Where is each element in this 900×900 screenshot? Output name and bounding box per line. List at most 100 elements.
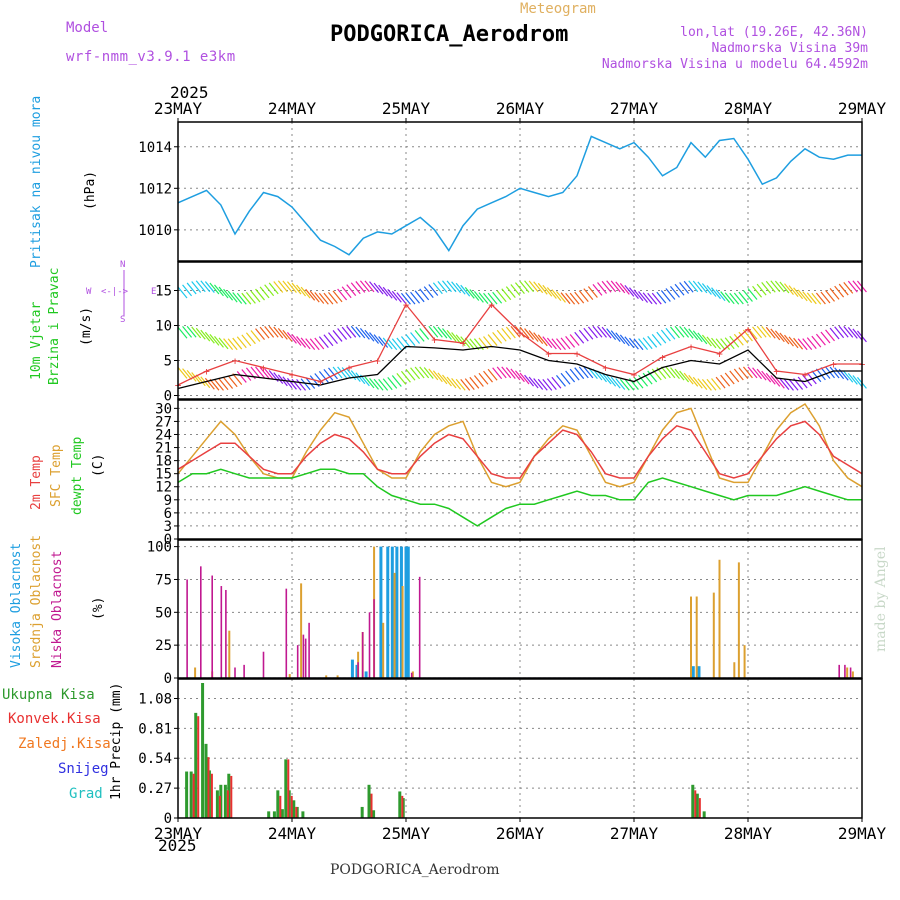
- wind-barb: [195, 374, 206, 387]
- wind-barb: [619, 378, 630, 391]
- elevation-model-label: Nadmorska Visina u modelu 64.4592m: [601, 57, 868, 72]
- precipitation-ytick-label: 0.81: [138, 721, 172, 737]
- wind-barb: [610, 280, 621, 293]
- wind-gust-marker: +: [574, 348, 581, 361]
- wind-barb: [546, 337, 557, 350]
- wind-barb: [236, 371, 247, 383]
- wind-barb: [601, 280, 612, 293]
- wind-barb: [706, 378, 717, 391]
- wind-barb: [364, 280, 375, 293]
- wind-barb: [318, 292, 329, 305]
- wind-barb: [328, 332, 338, 344]
- wind-barb: [473, 375, 484, 387]
- wind-barb: [309, 338, 320, 351]
- precip-total-bar: [691, 784, 695, 818]
- wind-barb: [437, 372, 448, 385]
- wind-barb: [227, 338, 238, 351]
- wind-gust-marker: +: [602, 362, 609, 375]
- wind-barb: [232, 373, 243, 386]
- wind-barb: [720, 374, 731, 387]
- wind-barb: [328, 291, 338, 304]
- wind-barb: [770, 280, 781, 293]
- wind-barb: [715, 289, 726, 302]
- wind-barb: [610, 376, 621, 389]
- temperature-ytick-label: 6: [164, 506, 172, 522]
- precip-total-bar: [223, 784, 227, 818]
- wind-barb: [615, 332, 626, 345]
- wind-gust-marker: +: [659, 351, 666, 364]
- wind-barb: [674, 283, 685, 296]
- wind-barb: [701, 378, 712, 391]
- wind-barb: [847, 280, 858, 293]
- wind-barb: [478, 372, 489, 385]
- wind-barb: [765, 280, 776, 293]
- wind-barb: [742, 290, 753, 302]
- wind-barb: [473, 290, 484, 303]
- precip-total-bar: [301, 811, 305, 818]
- wind-barb: [647, 335, 658, 348]
- wind-barb: [615, 378, 626, 390]
- wind-barb: [642, 372, 653, 385]
- wind-barb: [296, 378, 307, 391]
- wind-barb: [537, 282, 548, 295]
- precip-convective-bar: [290, 795, 293, 818]
- precip-convective-bar: [226, 790, 229, 818]
- wind-barb: [423, 286, 434, 299]
- wind-barb: [414, 290, 425, 303]
- wind-gust-marker: +: [374, 355, 381, 368]
- wind-ytick-label: 10: [155, 319, 172, 335]
- wind-barb: [373, 282, 384, 295]
- precip-convective-bar: [218, 795, 221, 818]
- wind-barb: [191, 326, 202, 339]
- wind-barb: [382, 378, 393, 391]
- wind-barb: [255, 328, 265, 340]
- wind-barb: [291, 334, 302, 346]
- wind-barb: [432, 370, 443, 383]
- clouds-ytick-label: 25: [155, 638, 172, 654]
- wind-barb: [779, 332, 790, 345]
- wind-frame: [177, 261, 863, 400]
- wind-barb: [583, 327, 594, 340]
- wind-barb: [834, 367, 845, 380]
- wind-barb: [264, 284, 275, 297]
- wind-barb: [414, 366, 425, 379]
- wind-barb: [556, 338, 566, 351]
- wind-barb: [245, 292, 256, 304]
- wind-barb: [733, 333, 744, 346]
- wind-barb: [820, 291, 831, 304]
- wind-barb: [186, 282, 197, 295]
- wind-barb: [487, 368, 498, 381]
- wind-barb: [692, 376, 703, 389]
- wind-barb: [250, 330, 261, 342]
- wind-barb: [829, 287, 840, 300]
- wind-barb: [323, 368, 334, 381]
- wind-barb: [852, 328, 863, 341]
- wind-barb: [483, 292, 493, 305]
- wind-barb: [715, 376, 726, 389]
- wind-barb: [724, 372, 735, 385]
- wind-barb: [286, 331, 297, 344]
- xlabel-bottom: 28MAY: [724, 824, 773, 843]
- wind-barb: [446, 376, 457, 389]
- wind-barb: [701, 283, 712, 295]
- wind-barb: [337, 328, 348, 340]
- wind-barb: [328, 367, 338, 380]
- pressure-frame: [177, 121, 863, 262]
- wind-barb: [811, 335, 822, 348]
- wind-barb: [779, 281, 790, 294]
- year-top: 2025: [170, 83, 209, 102]
- wind-barb: [597, 325, 607, 338]
- wind-barb: [638, 338, 649, 351]
- wind-barb: [765, 326, 776, 339]
- wind-barb: [460, 284, 471, 297]
- precip-total-bar: [267, 811, 271, 818]
- wind-barb: [587, 286, 598, 298]
- wind-barb: [738, 291, 749, 304]
- precip-total-bar: [201, 683, 205, 818]
- wind-gust-line: [177, 303, 862, 386]
- wind-barb: [464, 378, 475, 391]
- wind-barb: [633, 338, 644, 351]
- wind-barb: [455, 282, 466, 295]
- wind-barb: [601, 326, 612, 339]
- wind-barb: [519, 326, 530, 339]
